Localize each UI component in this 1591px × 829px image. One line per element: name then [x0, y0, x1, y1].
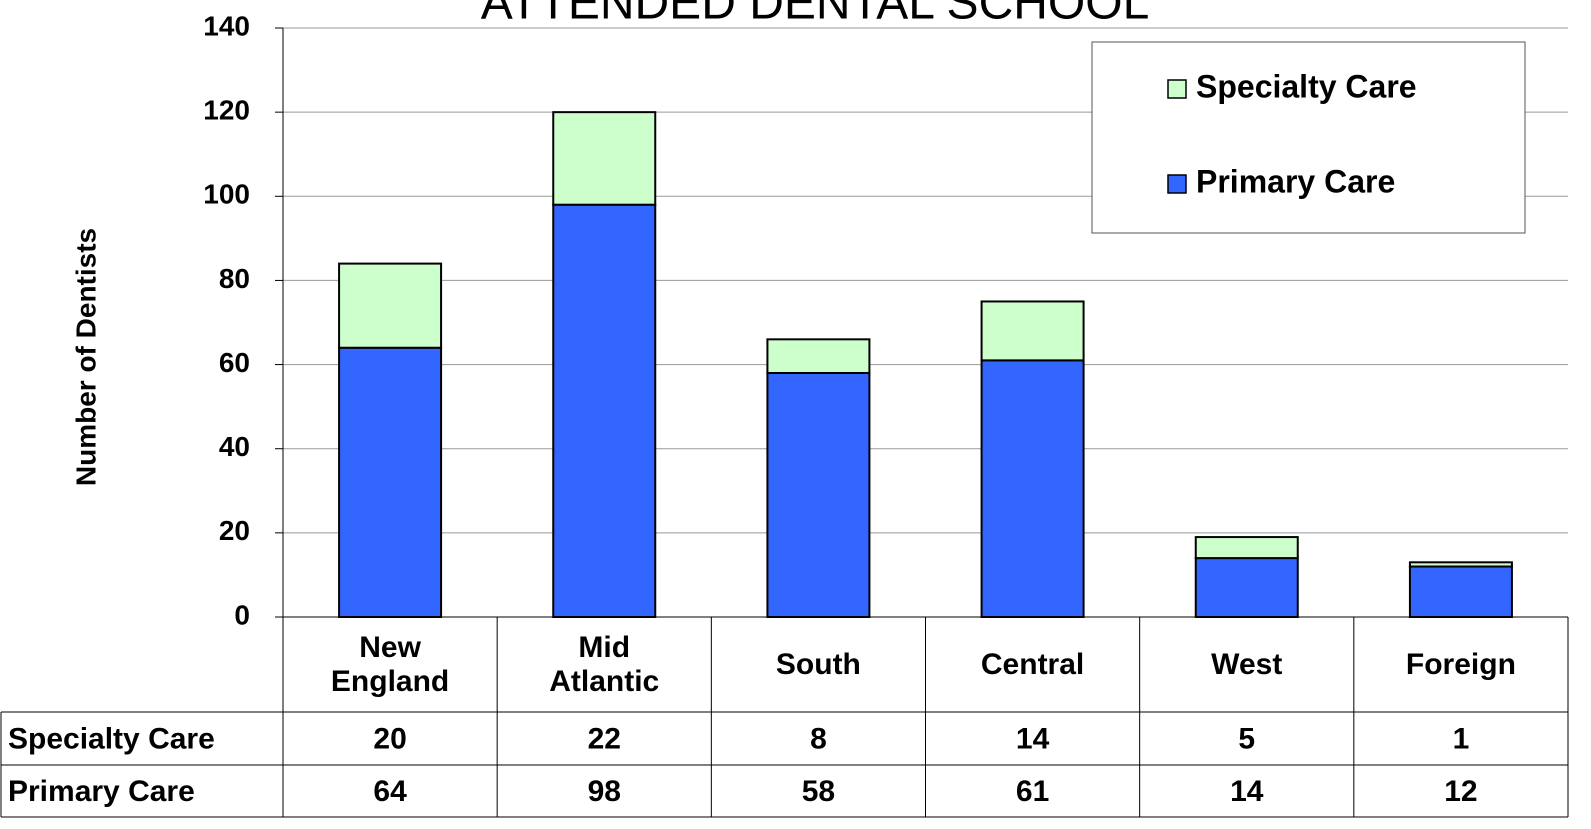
y-tick-label: 0 [234, 599, 250, 630]
table-cell: 61 [1016, 775, 1049, 808]
bar-segment [1408, 565, 1513, 618]
y-tick-label: 80 [219, 263, 250, 294]
bar-segment [338, 262, 443, 349]
y-tick-label: 60 [219, 347, 250, 378]
bar-segment [1408, 561, 1513, 568]
x-tick-label: Mid Atlantic [549, 630, 660, 698]
bar-segment [980, 359, 1085, 618]
bar-segment [338, 346, 443, 618]
x-tick-label: South [775, 647, 861, 681]
legend-swatch [1167, 79, 1187, 99]
table-cell: 58 [802, 775, 835, 808]
table-cell: 22 [588, 722, 621, 755]
table-cell: 14 [1230, 775, 1264, 808]
x-tick-label: Foreign [1405, 647, 1516, 681]
table-row-label: Specialty Care [8, 722, 215, 755]
legend-swatch [1167, 174, 1187, 194]
bar-segment [1194, 536, 1299, 560]
y-tick-label: 140 [203, 10, 250, 41]
y-tick-label: 100 [203, 179, 250, 210]
table-cell: 20 [373, 722, 406, 755]
table-cell: 14 [1016, 722, 1050, 755]
table-cell: 8 [810, 722, 827, 755]
table-cell: 98 [588, 775, 621, 808]
bar-segment [1194, 557, 1299, 618]
table-cell: 5 [1238, 722, 1255, 755]
table-row-label: Primary Care [8, 775, 195, 808]
x-tick-label: New England [330, 630, 450, 698]
y-tick-label: 120 [203, 95, 250, 126]
legend-label: Primary Care [1196, 163, 1395, 199]
y-axis-label: Number of Dentists [70, 228, 101, 486]
y-tick-label: 20 [219, 515, 250, 546]
bar-segment [766, 338, 871, 374]
bar-segment [552, 111, 657, 206]
bar-segment [552, 203, 657, 618]
chart-title: ATTENDED DENTAL SCHOOL [481, 0, 1150, 30]
bar-segment [980, 300, 1085, 362]
legend-label: Specialty Care [1196, 68, 1417, 104]
table-cell: 64 [373, 775, 407, 808]
bar-segment [766, 371, 871, 618]
x-tick-label: West [1211, 647, 1283, 681]
table-cell: 1 [1453, 722, 1470, 755]
table-cell: 12 [1444, 775, 1477, 808]
legend-box [1091, 41, 1526, 234]
y-tick-label: 40 [219, 431, 250, 462]
x-tick-label: Central [980, 647, 1085, 681]
